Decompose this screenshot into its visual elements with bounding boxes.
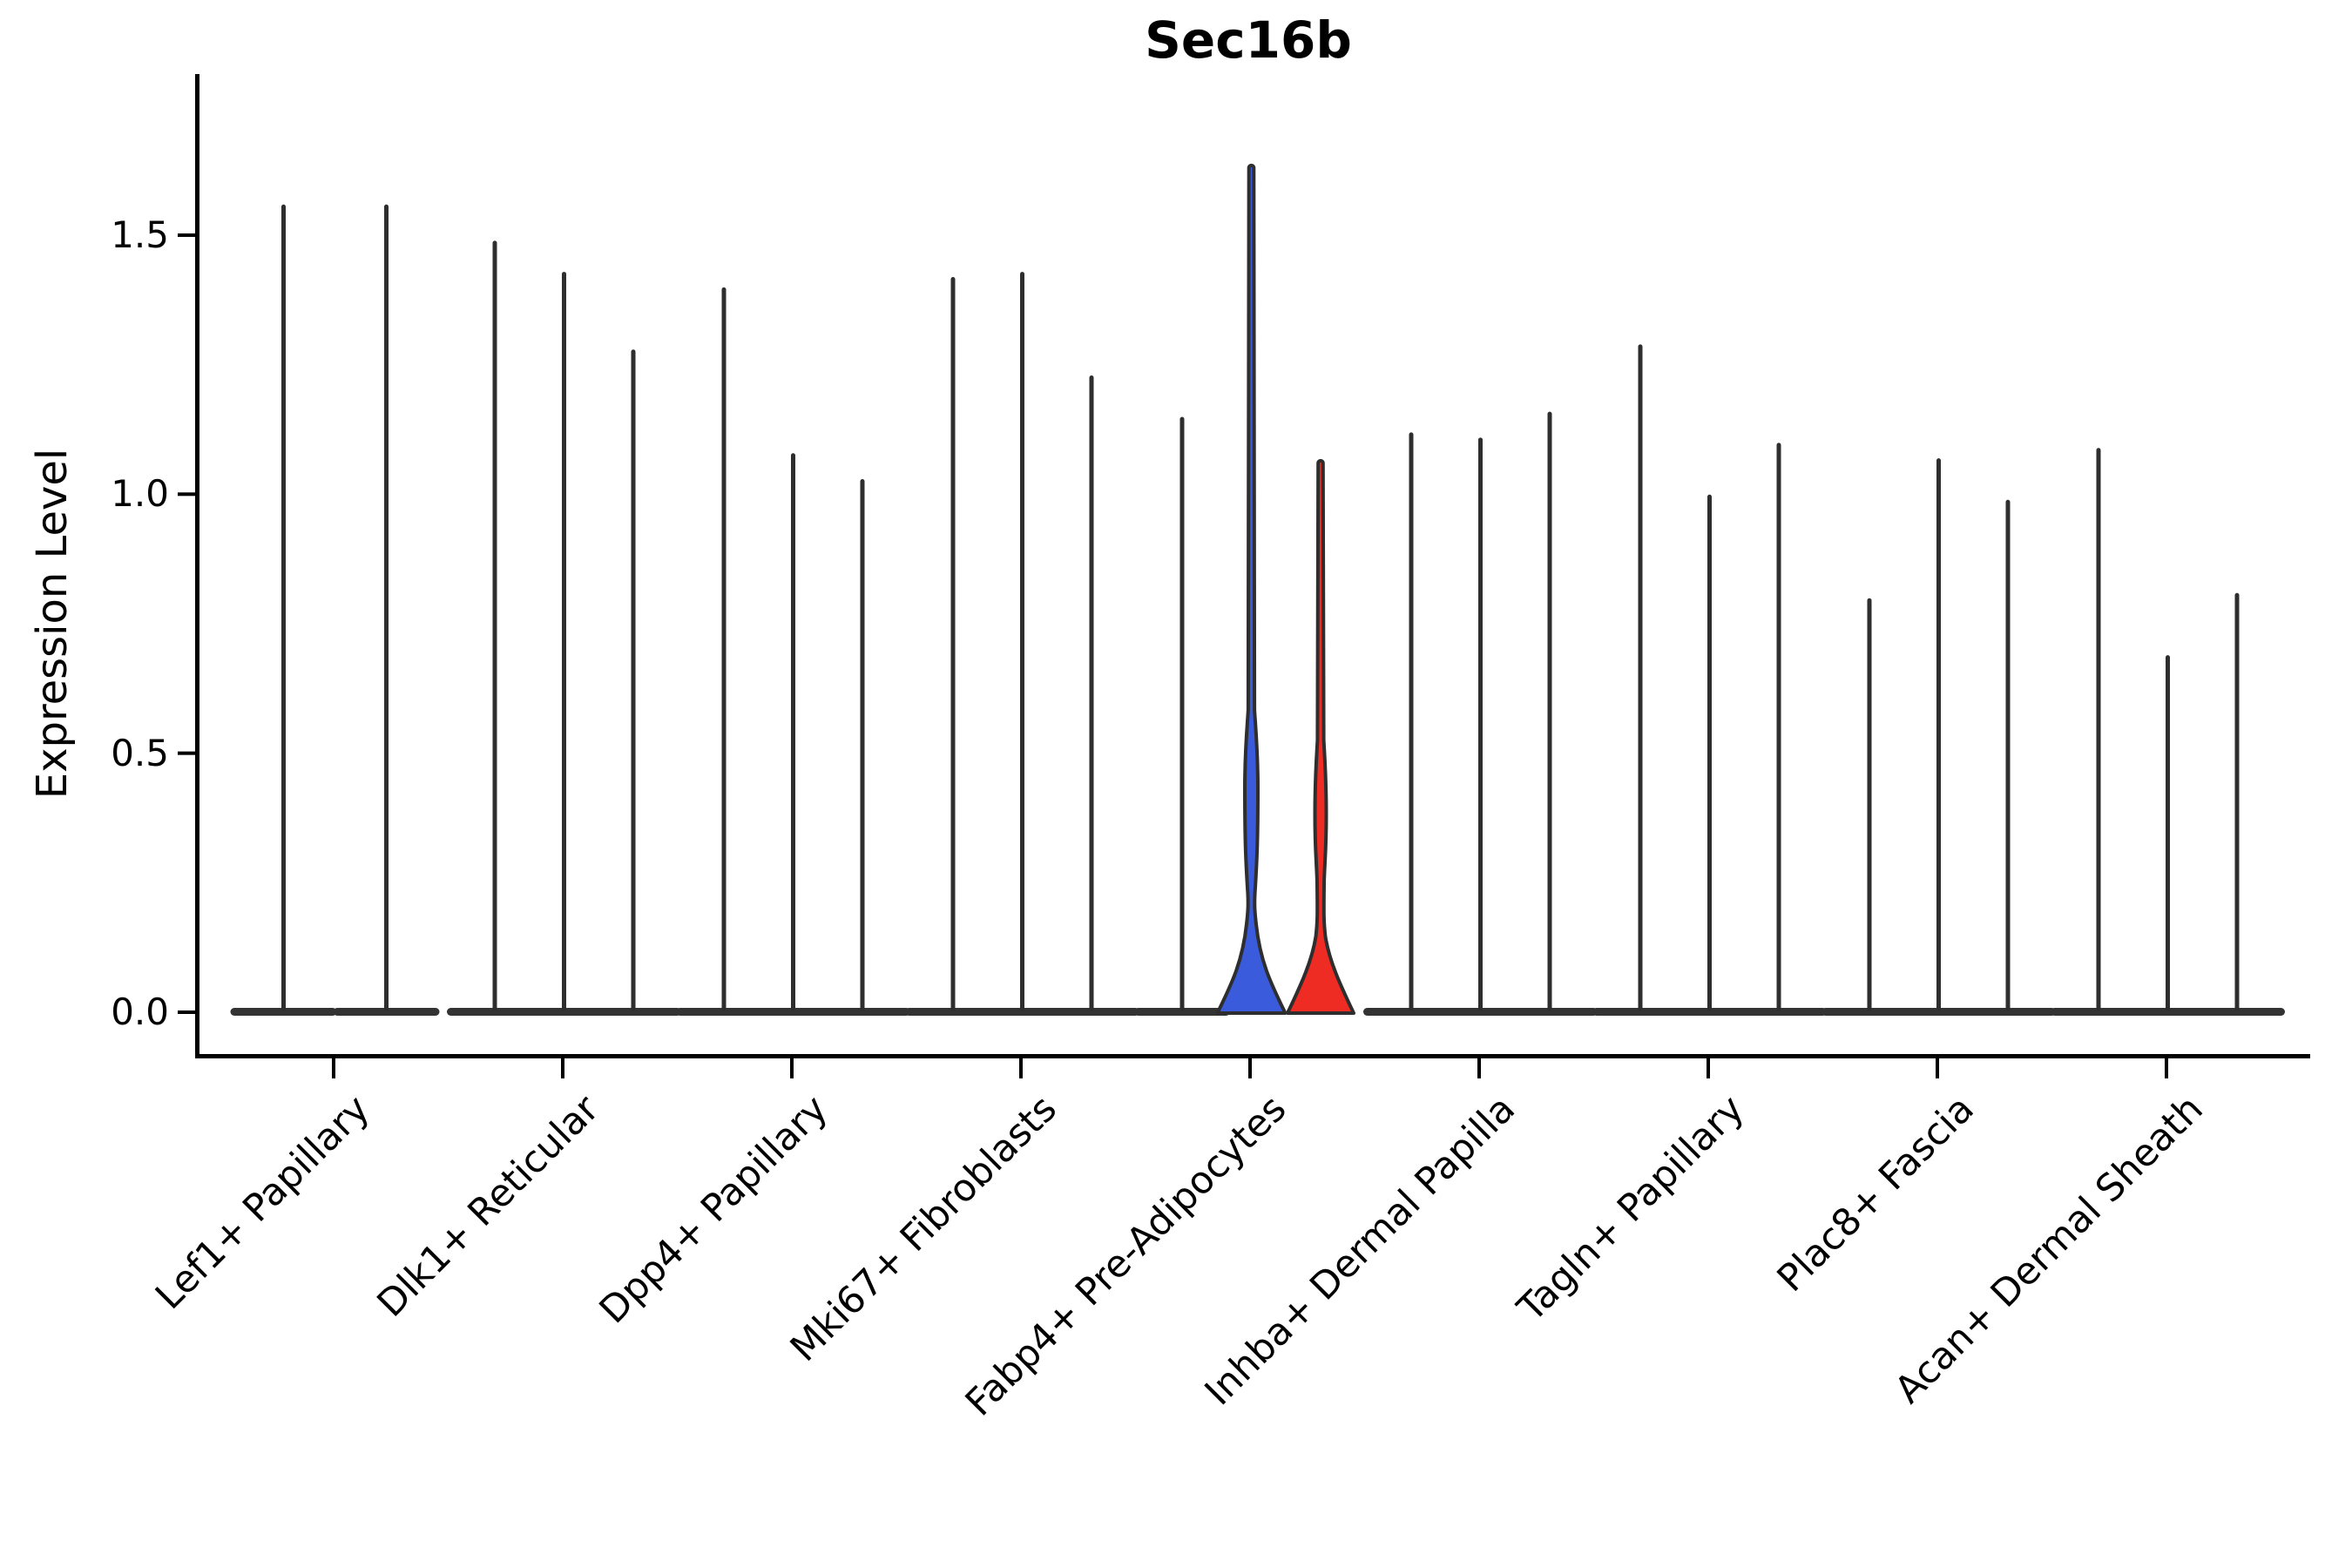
y-tick <box>178 751 197 755</box>
y-tick <box>178 492 197 497</box>
x-axis-line <box>195 1054 2310 1058</box>
x-tick <box>790 1058 794 1078</box>
violin-foot <box>814 1008 910 1016</box>
y-tick <box>178 233 197 237</box>
y-tick-label: 1.0 <box>111 472 169 516</box>
x-tick <box>1019 1058 1023 1078</box>
violin-foot <box>2189 1008 2285 1016</box>
violin-foot <box>1960 1008 2056 1016</box>
violin-foot <box>585 1008 681 1016</box>
violin-colored <box>1286 458 1355 1015</box>
y-tick <box>178 1010 197 1014</box>
y-tick-label: 1.5 <box>111 213 169 256</box>
y-axis-line <box>195 74 199 1058</box>
y-tick-label: 0.5 <box>111 731 169 774</box>
violin-foot <box>1134 1008 1230 1016</box>
violin-foot <box>230 1008 337 1016</box>
y-tick-label: 0.0 <box>111 990 169 1033</box>
violin-colored <box>1215 163 1288 1015</box>
x-tick <box>1248 1058 1252 1078</box>
x-tick <box>2165 1058 2168 1078</box>
x-tick <box>561 1058 564 1078</box>
violin-foot <box>333 1008 440 1016</box>
x-tick <box>1707 1058 1710 1078</box>
violin-foot <box>1731 1008 1827 1016</box>
violin-foot <box>1044 1008 1139 1016</box>
x-tick <box>332 1058 335 1078</box>
violin-foot <box>1502 1008 1598 1016</box>
x-tick <box>1477 1058 1481 1078</box>
chart-title: Sec16b <box>1145 10 1352 70</box>
x-tick <box>1936 1058 1939 1078</box>
